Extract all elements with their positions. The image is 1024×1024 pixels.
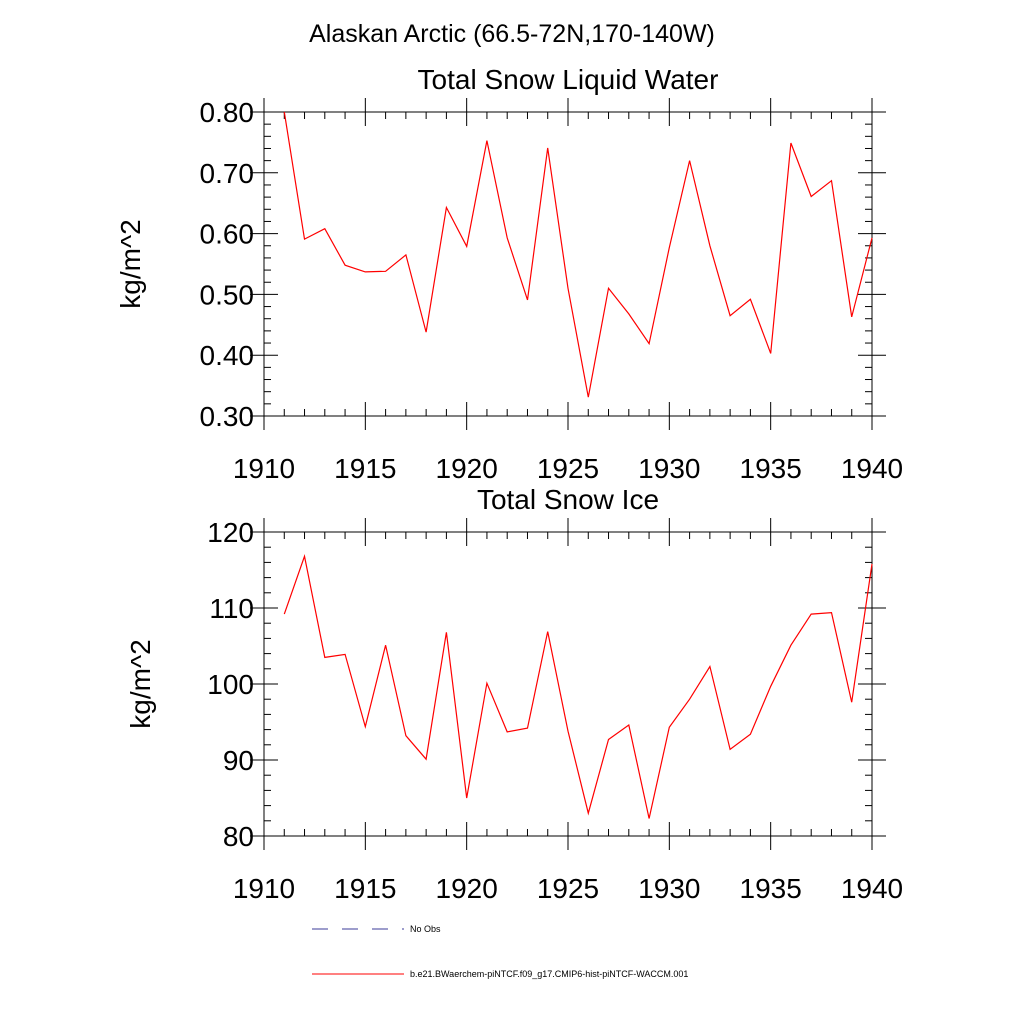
- y-tick-label: 120: [207, 517, 254, 548]
- y-axis-label: kg/m^2: [115, 219, 146, 308]
- chart-panel-snow-liquid-water: Total Snow Liquid Water 1910 1915 1920 1925 1…: [115, 64, 903, 484]
- x-tick-label: 1920: [436, 453, 498, 484]
- x-tick-label: 1930: [638, 453, 700, 484]
- legend-label-model: b.e21.BWaerchem-piNTCF.f09_g17.CMIP6-his…: [410, 969, 688, 979]
- legend: No Obs b.e21.BWaerchem-piNTCF.f09_g17.CM…: [312, 924, 688, 979]
- y-tick-label: 80: [223, 821, 254, 852]
- x-tick-label: 1925: [537, 453, 599, 484]
- y-tick-label: 0.30: [200, 401, 255, 432]
- y-tick-label: 90: [223, 745, 254, 776]
- plot-frame: [263, 531, 873, 837]
- panel-title: Total Snow Ice: [477, 484, 659, 515]
- figure-title: Alaskan Arctic (66.5-72N,170-140W): [309, 20, 715, 48]
- x-tick-label: 1925: [537, 873, 599, 904]
- y-tick-label: 0.70: [200, 158, 255, 189]
- x-tick-label: 1915: [334, 453, 396, 484]
- x-tick-label: 1930: [638, 873, 700, 904]
- x-tick-label: 1920: [436, 873, 498, 904]
- y-tick-label: 0.50: [200, 279, 255, 310]
- y-tick-label: 0.40: [200, 340, 255, 371]
- y-axis-label: kg/m^2: [125, 639, 156, 728]
- panel-title: Total Snow Liquid Water: [418, 64, 719, 95]
- x-tick-label: 1915: [334, 873, 396, 904]
- legend-label-no-obs: No Obs: [410, 924, 441, 934]
- x-tick-label: 1935: [740, 453, 802, 484]
- y-tick-label: 0.60: [200, 219, 255, 250]
- plot-frame: [263, 111, 873, 417]
- series-line: [283, 554, 873, 819]
- y-tick-label: 110: [209, 593, 254, 624]
- x-tick-label: 1940: [841, 873, 903, 904]
- chart-panel-snow-ice: Total Snow Ice 1910 1915 1920 1925 1930 1935 19…: [125, 484, 903, 904]
- y-tick-label: 0.80: [200, 97, 255, 128]
- series-line: [283, 111, 873, 398]
- x-tick-label: 1935: [740, 873, 802, 904]
- x-tick-label: 1910: [233, 453, 295, 484]
- x-tick-label: 1940: [841, 453, 903, 484]
- y-tick-label: 100: [207, 669, 254, 700]
- x-tick-label: 1910: [233, 873, 295, 904]
